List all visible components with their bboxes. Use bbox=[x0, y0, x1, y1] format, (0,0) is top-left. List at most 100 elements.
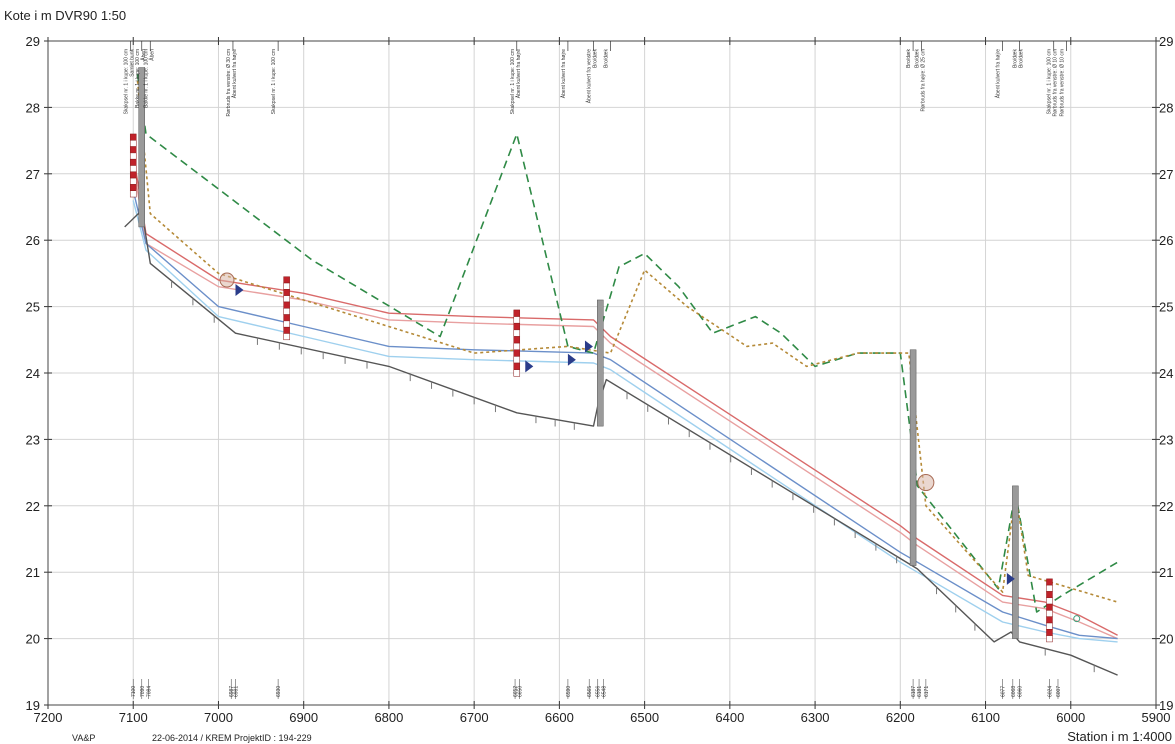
x-tick-label: 7200 bbox=[34, 710, 63, 725]
callout-text: Rørbruds fra venstre: Ø 10 cm bbox=[1060, 49, 1066, 117]
footer-left: VA&P bbox=[72, 733, 95, 743]
x-tick-label: 6800 bbox=[374, 710, 403, 725]
post-segment bbox=[513, 349, 521, 357]
x-tick-label: 6700 bbox=[460, 710, 489, 725]
post-segment bbox=[283, 308, 290, 315]
post-segment bbox=[513, 316, 521, 324]
callout-text: Rørbruds fra venstre: Ø 30 cm bbox=[226, 49, 232, 117]
callouts-group: Skakpsel nr. 1 i kupe: 100 cm Samlet bunk… bbox=[124, 41, 1067, 117]
bottom-station-label: 6187 bbox=[911, 686, 917, 697]
outlet-circle bbox=[917, 474, 935, 492]
post-segment bbox=[129, 190, 137, 198]
flag-marker bbox=[235, 284, 244, 296]
post-segment bbox=[283, 301, 290, 309]
post-segment bbox=[283, 333, 290, 341]
post-segment bbox=[129, 152, 137, 160]
post-segment bbox=[1046, 578, 1053, 586]
post-segment bbox=[129, 140, 137, 147]
post-segment bbox=[513, 322, 521, 331]
post-segment bbox=[129, 184, 137, 191]
post-segment bbox=[283, 314, 290, 322]
post-segment bbox=[283, 320, 290, 328]
y-tick-label-right: 25 bbox=[1159, 300, 1173, 315]
y-tick-label-right: 27 bbox=[1159, 167, 1173, 182]
y-tick-label-right: 29 bbox=[1159, 34, 1173, 49]
x-tick-label: 6900 bbox=[289, 710, 318, 725]
callout-text: Bro/dæk bbox=[592, 49, 598, 68]
bottom-station-label: 6007 bbox=[1056, 686, 1062, 697]
post-segment bbox=[129, 165, 137, 173]
post-segment bbox=[513, 336, 521, 344]
series-line-7 bbox=[136, 80, 1118, 603]
post-segment bbox=[513, 329, 521, 337]
post-segment bbox=[1046, 629, 1053, 636]
callout-text: Åbent kulvert fra venstre bbox=[585, 49, 592, 103]
callout-text: Bakke nr. 1 i kupe: 100 cm bbox=[135, 49, 141, 108]
x-tick-label: 6100 bbox=[971, 710, 1000, 725]
y-tick-label-right: 24 bbox=[1159, 366, 1173, 381]
y-tick-label-right: 19 bbox=[1159, 698, 1173, 713]
bottom-station-label: 6930 bbox=[276, 686, 282, 697]
post-segment bbox=[1046, 616, 1053, 624]
callout-text: Bro/dæk bbox=[1013, 49, 1019, 68]
post-segment bbox=[129, 146, 137, 154]
bottom-station-label: 6024 bbox=[1047, 686, 1053, 697]
x-tick-label: 7000 bbox=[204, 710, 233, 725]
callout-text: Bro/dæk bbox=[906, 49, 912, 68]
y-tick-label-left: 26 bbox=[26, 233, 40, 248]
y-tick-label-right: 26 bbox=[1159, 233, 1173, 248]
bottom-station-label: 6171 bbox=[924, 686, 930, 697]
bottom-station-label: 6987 bbox=[229, 686, 235, 697]
callout-text: Bro/dæk bbox=[1019, 49, 1025, 68]
callout-text: Rørbruds fra højre: Ø 25 cm bbox=[921, 49, 927, 112]
flag-marker bbox=[525, 360, 534, 373]
callout-text: Skakpsel nr. 1 i kupe: 100 cm bbox=[510, 49, 516, 114]
callout-text: Åben bbox=[148, 49, 155, 61]
x-tick-label: 6500 bbox=[630, 710, 659, 725]
bottom-station-label: 6548 bbox=[602, 686, 608, 697]
y-tick-label-left: 27 bbox=[26, 167, 40, 182]
post-segment bbox=[283, 289, 290, 296]
x-tick-label: 6600 bbox=[545, 710, 574, 725]
bottom-station-label: 6077 bbox=[1001, 686, 1007, 697]
post-segment bbox=[1046, 603, 1053, 611]
callout-text: Skakpsel nr. 1 i kupe: 100 cm bbox=[124, 49, 130, 114]
post-segment bbox=[513, 356, 521, 364]
x-tick-label: 6300 bbox=[801, 710, 830, 725]
callout-text: Rørbruds fra venstre: Ø 10 cm bbox=[1053, 49, 1059, 117]
plot-frame bbox=[47, 40, 1157, 706]
post-segment bbox=[129, 133, 137, 141]
post-segment bbox=[283, 276, 290, 284]
y-tick-label-left: 28 bbox=[26, 100, 40, 115]
y-axis-title: Kote i m DVR90 1:50 bbox=[4, 8, 126, 23]
y-tick-label-left: 29 bbox=[26, 34, 40, 49]
bottom-station-label: 6565 bbox=[587, 686, 593, 697]
post-segment bbox=[513, 309, 521, 317]
structures-group bbox=[129, 67, 1081, 643]
callout-text: Skakpsel nr. 1 i kupe: 100 cm bbox=[1047, 49, 1053, 114]
post-segment bbox=[129, 171, 137, 179]
x-axis-title: Station i m 1:4000 bbox=[1067, 729, 1172, 744]
callout-text: Bro/dæk bbox=[604, 49, 610, 68]
callout-text: Bakke nr. 1 i kupe: 100 cm bbox=[143, 49, 149, 108]
y-tick-label-left: 23 bbox=[26, 432, 40, 447]
post-segment bbox=[1046, 610, 1053, 617]
bottom-station-label: 7084 bbox=[147, 686, 153, 697]
y-tick-label-right: 21 bbox=[1159, 565, 1173, 580]
callout-text: Samlet bunk bbox=[130, 49, 136, 77]
post-segment bbox=[1046, 622, 1053, 630]
y-tick-label-left: 22 bbox=[26, 499, 40, 514]
pier bbox=[138, 67, 146, 228]
footer-mid: 22-06-2014 / KREM ProjektID : 194-229 bbox=[152, 733, 312, 743]
post-segment bbox=[513, 369, 521, 377]
flag-marker bbox=[567, 353, 576, 366]
callout-text: Skakpsel nr. 1 i kupe: 100 cm bbox=[271, 49, 277, 114]
callout-text: Åbent kulvert fra højre bbox=[995, 49, 1002, 98]
y-tick-label-left: 20 bbox=[26, 632, 40, 647]
pier bbox=[1012, 485, 1019, 639]
post-segment bbox=[1046, 597, 1053, 605]
bottom-station-label: 6181 bbox=[917, 686, 923, 697]
